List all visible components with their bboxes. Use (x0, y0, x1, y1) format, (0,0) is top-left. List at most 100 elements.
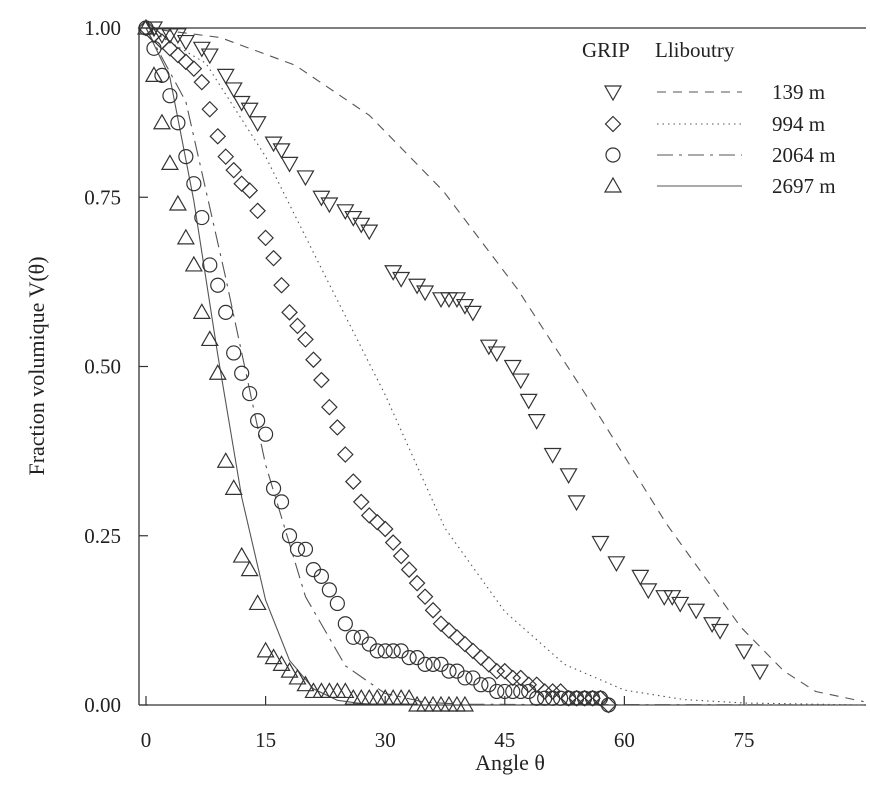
marker-circle (146, 40, 162, 56)
marker-diamond (368, 513, 386, 531)
marker-diamond (193, 73, 211, 91)
marker-triangle-up (352, 689, 371, 705)
marker-triangle-up (296, 675, 315, 692)
marker-circle (242, 385, 258, 402)
marker-circle (226, 345, 242, 361)
marker-triangle-down (248, 116, 267, 132)
marker-circle (321, 582, 337, 598)
x-tick-label: 15 (255, 728, 276, 752)
marker-diamond (400, 561, 418, 578)
marker-triangle-down (503, 359, 522, 376)
marker-diamond (536, 683, 554, 700)
marker-triangle-up (424, 695, 443, 712)
marker-triangle-down (216, 68, 235, 85)
marker-diamond (336, 446, 354, 463)
x-tick-label: 0 (141, 728, 152, 752)
legend: GRIP Lliboutry 139 m 994 m 2064 m 2697 m (582, 38, 836, 198)
legend-header-grip: GRIP (582, 38, 630, 62)
y-tick-label: 0.75 (84, 185, 121, 209)
marker-diamond (360, 507, 378, 524)
marker-triangle-down (591, 535, 610, 552)
marker-triangle-up (152, 113, 171, 130)
marker-circle (258, 426, 274, 442)
x-tick-label: 45 (494, 728, 515, 752)
marker-triangle-down (631, 569, 650, 586)
marker-diamond (432, 615, 450, 633)
marker-triangle-up (280, 661, 299, 678)
marker-triangle-down (543, 447, 562, 464)
marker-diamond (512, 669, 530, 687)
marker-triangle-up (184, 255, 203, 272)
marker-triangle-up (603, 176, 623, 193)
marker-circle (313, 568, 330, 584)
marker-circle (417, 656, 433, 672)
axis-ticks: 0 15 30 45 60 75 0.00 0.25 0.50 0.75 1.00 (84, 16, 754, 752)
marker-triangle-up (216, 452, 235, 468)
x-tick-label: 75 (734, 728, 755, 752)
marker-diamond (265, 249, 282, 267)
marker-triangle-up (416, 695, 435, 712)
marker-triangle-down (750, 664, 769, 681)
marker-triangle-up (168, 194, 187, 211)
marker-diamond (201, 100, 219, 118)
marker-diamond (448, 628, 466, 646)
marker-circle (425, 656, 441, 672)
y-axis-title: Fraction volumique V(θ) (24, 256, 49, 475)
marker-diamond (392, 547, 410, 565)
marker-triangle-up (144, 66, 164, 82)
marker-diamond (185, 60, 203, 77)
marker-triangle-up (256, 641, 275, 658)
marker-circle (576, 690, 593, 706)
marker-circle (345, 629, 361, 645)
marker-diamond (488, 662, 506, 680)
marker-circle (234, 365, 250, 381)
marker-triangle-down (687, 603, 706, 620)
marker-diamond (161, 39, 179, 57)
legend-label-994m: 994 m (772, 112, 825, 136)
marker-triangle-down (200, 48, 219, 65)
marker-circle (170, 115, 186, 131)
marker-diamond (504, 669, 522, 687)
curve-139m (145, 27, 864, 703)
marker-triangle-up (232, 546, 251, 563)
plot-frame (138, 27, 866, 706)
marker-diamond (273, 276, 290, 294)
marker-triangle-up (136, 18, 156, 35)
marker-triangle-down (671, 596, 690, 613)
marker-circle (154, 67, 170, 83)
marker-triangle-up (200, 330, 219, 347)
series-139m (144, 21, 769, 681)
marker-triangle-up (264, 648, 283, 665)
marker-diamond (169, 46, 187, 64)
marker-triangle-up (176, 228, 195, 245)
marker-circle (584, 690, 601, 706)
marker-diamond (528, 676, 546, 694)
marker-diamond (257, 229, 274, 247)
marker-triangle-down (392, 271, 411, 288)
marker-diamond (225, 161, 243, 179)
marker-diamond (344, 473, 362, 490)
marker-triangle-down (360, 224, 379, 241)
marker-diamond (384, 534, 402, 551)
marker-diamond (329, 419, 346, 436)
marker-circle (505, 683, 521, 700)
marker-circle (513, 683, 529, 700)
marker-triangle-down (431, 292, 451, 309)
marker-circle (377, 643, 393, 659)
marker-triangle-up (392, 689, 411, 705)
marker-triangle-down (463, 305, 482, 322)
marker-triangle-up (320, 682, 339, 699)
marker-triangle-up (455, 695, 474, 712)
marker-triangle-up (400, 689, 419, 705)
x-tick-label: 30 (375, 728, 396, 752)
marker-circle (605, 147, 621, 163)
marker-circle (553, 690, 569, 706)
marker-circle (385, 643, 401, 659)
marker-diamond (604, 115, 622, 133)
marker-diamond (217, 148, 235, 165)
marker-diamond (520, 676, 538, 694)
marker-triangle-up (240, 560, 259, 577)
marker-circle (273, 494, 290, 510)
marker-circle (186, 176, 202, 192)
marker-circle (401, 650, 417, 666)
